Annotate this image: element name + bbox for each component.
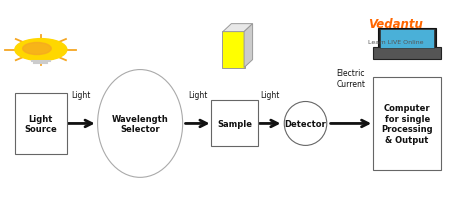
Text: Light
Source: Light Source <box>25 114 57 133</box>
Polygon shape <box>223 25 253 32</box>
Text: Detector: Detector <box>285 119 327 128</box>
Text: Computer
for single
Processing
& Output: Computer for single Processing & Output <box>381 104 433 144</box>
Text: Wavelength
Selector: Wavelength Selector <box>112 114 168 133</box>
Ellipse shape <box>98 70 182 177</box>
Text: Light: Light <box>72 91 91 100</box>
Text: Sample: Sample <box>217 119 252 128</box>
Text: Light: Light <box>260 91 280 100</box>
Polygon shape <box>244 25 253 68</box>
Text: Light: Light <box>188 91 207 100</box>
FancyBboxPatch shape <box>373 77 441 171</box>
Text: Learn LIVE Online: Learn LIVE Online <box>367 40 423 45</box>
FancyBboxPatch shape <box>373 48 441 60</box>
Circle shape <box>23 43 51 55</box>
Circle shape <box>15 39 67 61</box>
Text: Vedantu: Vedantu <box>368 18 423 31</box>
FancyBboxPatch shape <box>222 32 245 69</box>
FancyBboxPatch shape <box>378 29 437 50</box>
FancyBboxPatch shape <box>211 101 258 147</box>
FancyBboxPatch shape <box>380 30 434 49</box>
Ellipse shape <box>284 102 327 146</box>
FancyBboxPatch shape <box>15 93 67 155</box>
Text: Electric
Current: Electric Current <box>337 69 365 88</box>
